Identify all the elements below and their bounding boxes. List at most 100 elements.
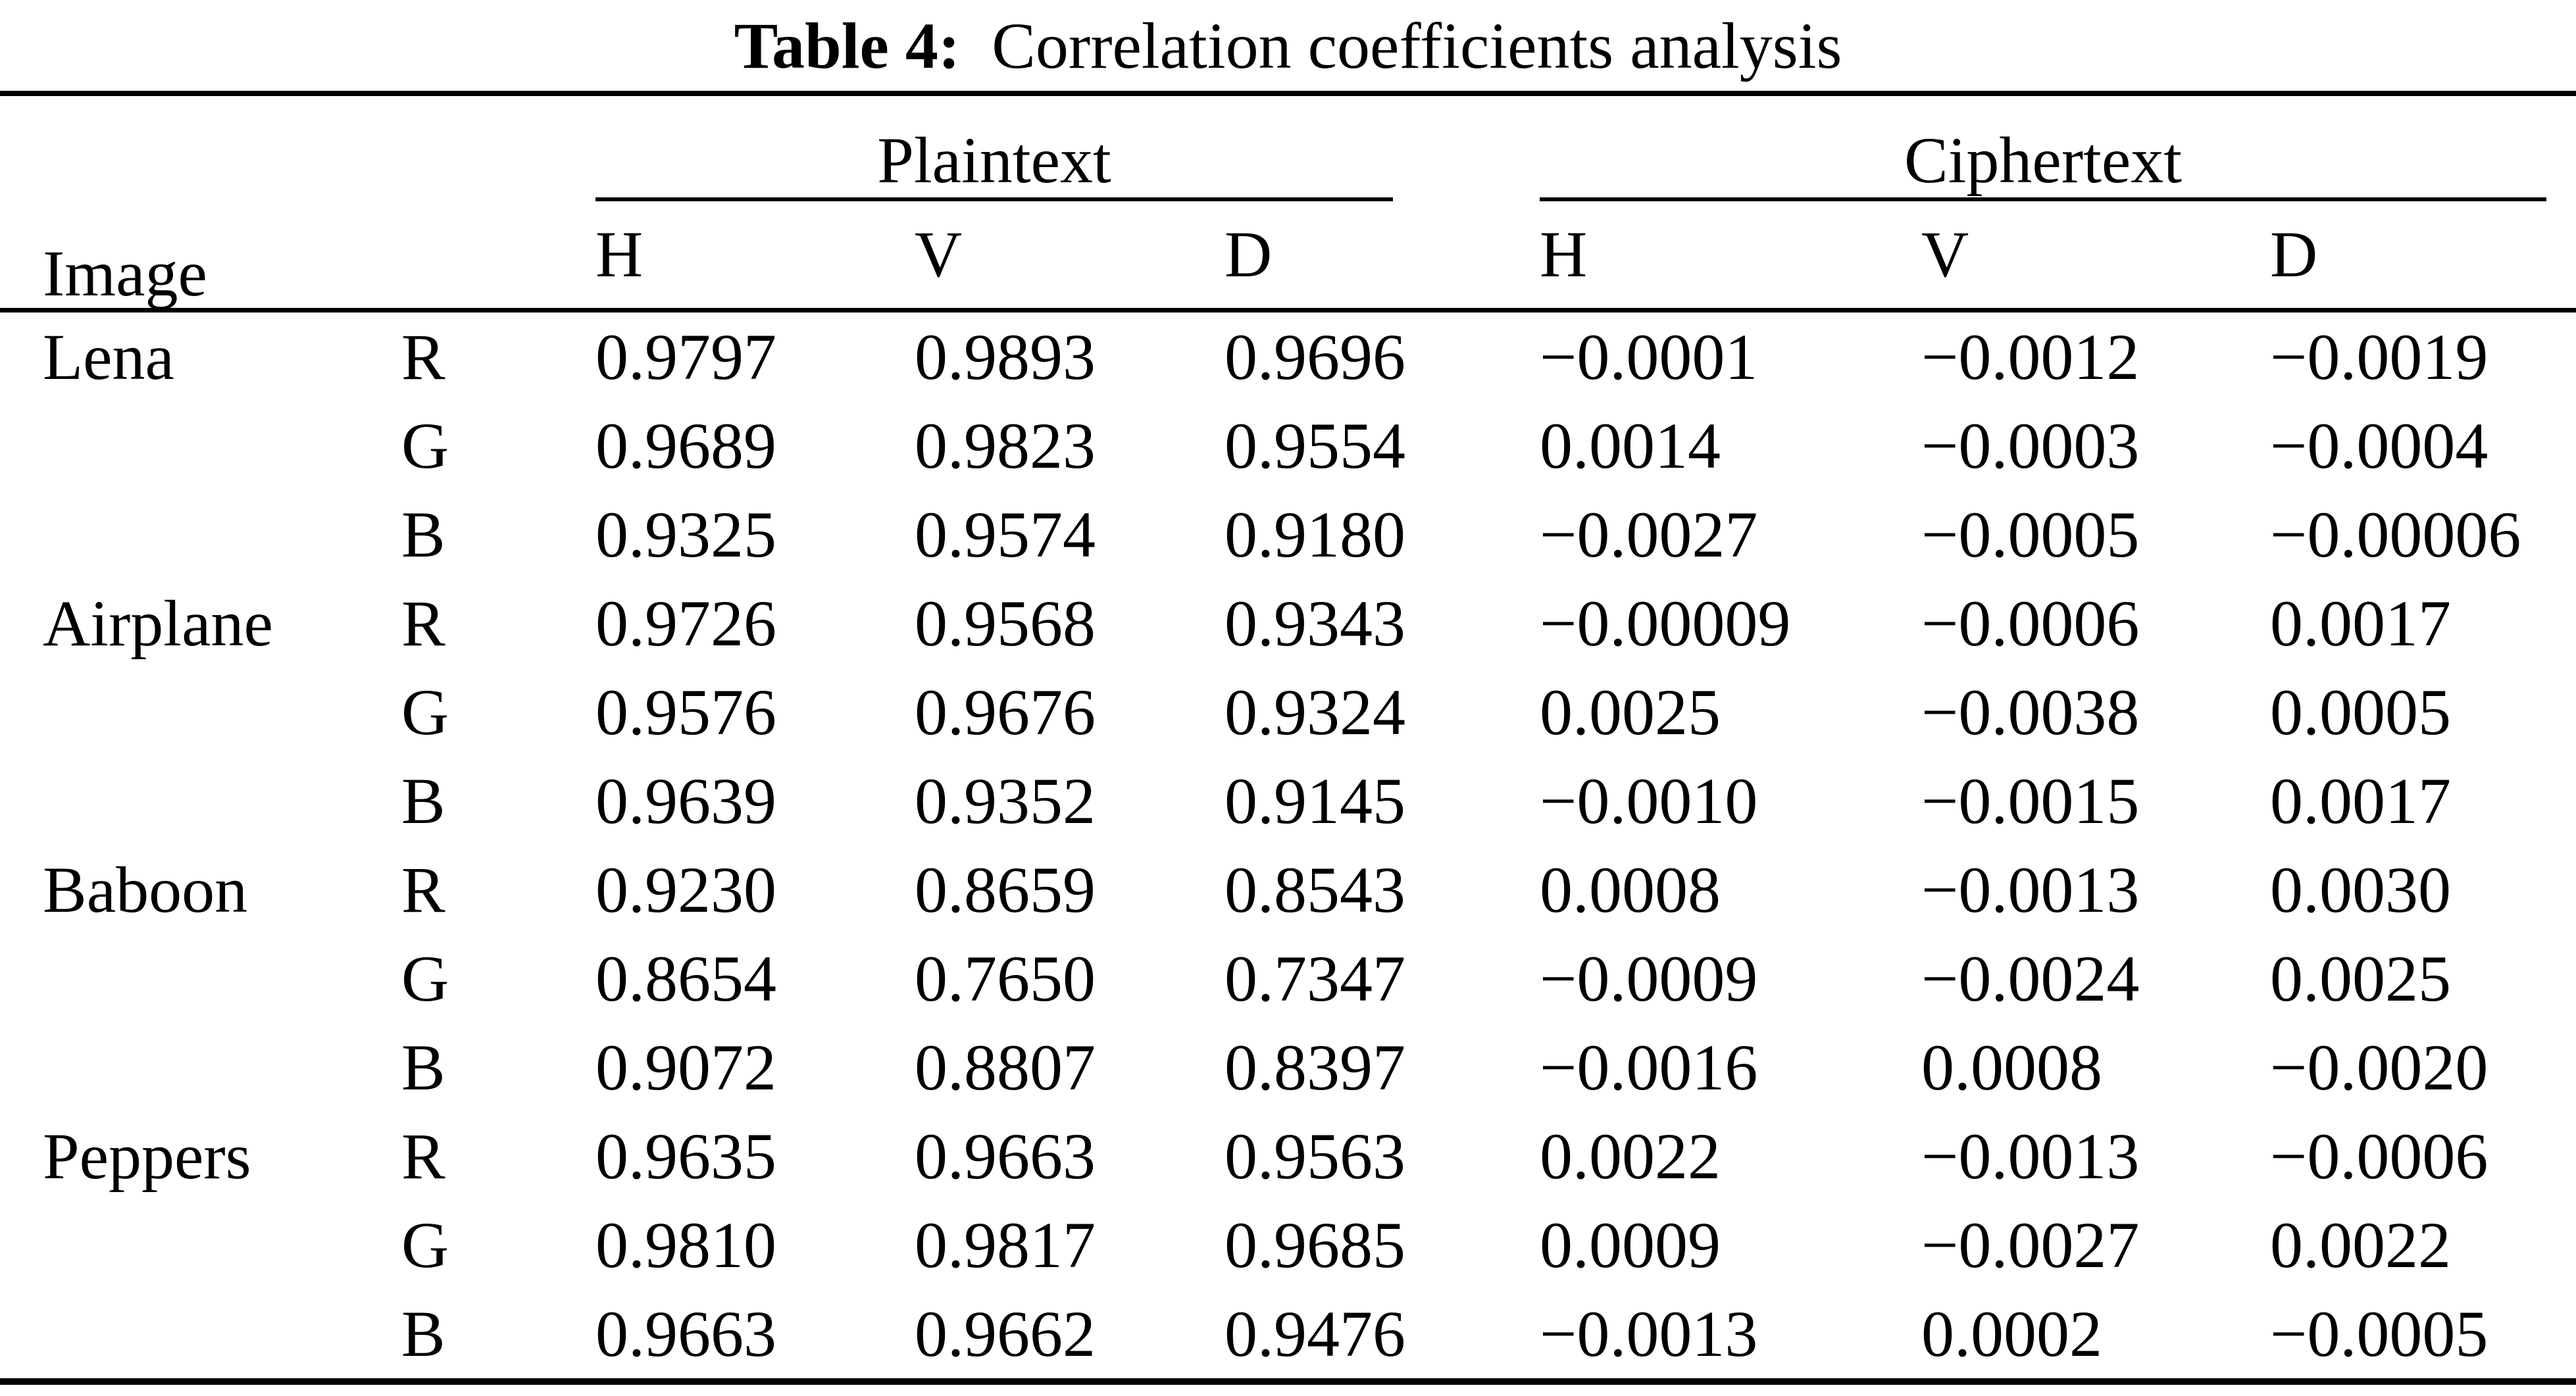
- column-header-plaintext-d: D: [1225, 201, 1540, 312]
- table-row: G 0.9576 0.9676 0.9324 0.0025 −0.0038 0.…: [0, 668, 2576, 757]
- row-image-label: [0, 1289, 401, 1382]
- cell-value: 0.0025: [2270, 942, 2452, 1015]
- cell-value: −0.0019: [2270, 320, 2488, 393]
- table-row: B 0.9072 0.8807 0.8397 −0.0016 0.0008 −0…: [0, 1023, 2576, 1112]
- cell-value: 0.9685: [1225, 1209, 1406, 1282]
- cell-value: 0.0025: [1540, 676, 1721, 749]
- cell-value: 0.9817: [915, 1209, 1096, 1282]
- row-image-label: [0, 757, 401, 845]
- column-group-ciphertext: Ciphertext: [1540, 93, 2576, 201]
- cell-value: −0.0016: [1540, 1031, 1758, 1104]
- cell-value: −0.0005: [1921, 498, 2140, 571]
- cell-value: 0.9662: [915, 1297, 1096, 1370]
- cell-value: −0.0004: [2270, 409, 2488, 482]
- cell-value: 0.9554: [1225, 409, 1406, 482]
- row-channel-label: R: [401, 1120, 445, 1193]
- cell-value: −0.0001: [1540, 320, 1758, 393]
- cell-value: 0.7347: [1225, 942, 1406, 1015]
- cell-value: 0.9726: [595, 587, 777, 660]
- cell-value: 0.9576: [595, 676, 777, 749]
- cell-value: −0.0015: [1921, 764, 2140, 837]
- cell-value: −0.00009: [1540, 587, 1791, 660]
- cell-value: 0.7650: [915, 942, 1096, 1015]
- row-image-label: [0, 668, 401, 757]
- row-channel-label: R: [401, 320, 445, 393]
- row-image-label: Airplane: [43, 587, 273, 660]
- cell-value: 0.9639: [595, 764, 777, 837]
- cell-value: −0.0020: [2270, 1031, 2488, 1104]
- cell-value: −0.00006: [2270, 498, 2521, 571]
- cell-value: −0.0024: [1921, 942, 2140, 1015]
- plaintext-group-label: Plaintext: [595, 126, 1394, 201]
- table-row: G 0.8654 0.7650 0.7347 −0.0009 −0.0024 0…: [0, 934, 2576, 1023]
- cell-value: 0.9689: [595, 409, 777, 482]
- table-row: Airplane R 0.9726 0.9568 0.9343 −0.00009…: [0, 579, 2576, 668]
- row-channel-label: R: [401, 853, 445, 926]
- cell-value: 0.9324: [1225, 676, 1406, 749]
- column-header-plaintext-h: H: [595, 201, 915, 312]
- column-header-ciphertext-d: D: [2270, 201, 2576, 312]
- table-row: G 0.9810 0.9817 0.9685 0.0009 −0.0027 0.…: [0, 1201, 2576, 1289]
- cell-value: 0.9810: [595, 1209, 777, 1282]
- cell-value: 0.9676: [915, 676, 1096, 749]
- cell-value: 0.8654: [595, 942, 777, 1015]
- cell-value: 0.0017: [2270, 587, 2452, 660]
- cell-value: −0.0012: [1921, 320, 2140, 393]
- cell-value: −0.0006: [2270, 1120, 2488, 1193]
- cell-value: 0.9180: [1225, 498, 1406, 571]
- cell-value: 0.0014: [1540, 409, 1721, 482]
- cell-value: −0.0006: [1921, 587, 2140, 660]
- row-image-label: Peppers: [43, 1120, 251, 1193]
- row-channel-label: B: [401, 1031, 445, 1104]
- cell-value: 0.9145: [1225, 764, 1406, 837]
- cell-value: −0.0010: [1540, 764, 1758, 837]
- table-row: Lena R 0.9797 0.9893 0.9696 −0.0001 −0.0…: [0, 311, 2576, 402]
- cell-value: 0.0008: [1921, 1031, 2103, 1104]
- cell-value: 0.0009: [1540, 1209, 1721, 1282]
- cell-value: 0.0017: [2270, 764, 2452, 837]
- table-caption-text: Correlation coefficients analysis: [992, 9, 1842, 82]
- table-row: Peppers R 0.9635 0.9663 0.9563 0.0022 −0…: [0, 1112, 2576, 1201]
- cell-value: −0.0013: [1921, 1120, 2140, 1193]
- cell-value: 0.9476: [1225, 1297, 1406, 1370]
- row-image-label: Lena: [43, 320, 174, 393]
- cell-value: 0.0002: [1921, 1297, 2103, 1370]
- row-channel-label: B: [401, 764, 445, 837]
- cell-value: 0.9893: [915, 320, 1096, 393]
- row-image-label: [0, 1023, 401, 1112]
- column-header-image: Image: [0, 93, 596, 312]
- row-channel-label: R: [401, 587, 445, 660]
- cell-value: −0.0013: [1540, 1297, 1758, 1370]
- cell-value: 0.9663: [595, 1297, 777, 1370]
- row-channel-label: G: [401, 942, 449, 1015]
- cell-value: 0.9663: [915, 1120, 1096, 1193]
- cell-value: 0.9635: [595, 1120, 777, 1193]
- cell-value: −0.0027: [1921, 1209, 2140, 1282]
- ciphertext-group-label: Ciphertext: [1540, 126, 2547, 201]
- cell-value: 0.9568: [915, 587, 1096, 660]
- header-group-row: Image Plaintext Ciphertext: [0, 93, 2576, 312]
- cell-value: 0.9574: [915, 498, 1096, 571]
- table-row: G 0.9689 0.9823 0.9554 0.0014 −0.0003 −0…: [0, 401, 2576, 490]
- cell-value: 0.9072: [595, 1031, 777, 1104]
- table-row: B 0.9663 0.9662 0.9476 −0.0013 0.0002 −0…: [0, 1289, 2576, 1382]
- cell-value: 0.0008: [1540, 853, 1721, 926]
- table-body: Lena R 0.9797 0.9893 0.9696 −0.0001 −0.0…: [0, 311, 2576, 1382]
- header-sub-row: H V D H V D: [0, 201, 2576, 312]
- cell-value: −0.0013: [1921, 853, 2140, 926]
- table-caption-label: Table 4:: [734, 9, 961, 82]
- cell-value: 0.0030: [2270, 853, 2452, 926]
- row-image-label: Baboon: [43, 853, 248, 926]
- table-row: B 0.9325 0.9574 0.9180 −0.0027 −0.0005 −…: [0, 490, 2576, 579]
- cell-value: 0.0005: [2270, 676, 2452, 749]
- cell-value: 0.9696: [1225, 320, 1406, 393]
- cell-value: 0.9343: [1225, 587, 1406, 660]
- cell-value: −0.0038: [1921, 676, 2140, 749]
- cell-value: 0.8543: [1225, 853, 1406, 926]
- cell-value: −0.0005: [2270, 1297, 2488, 1370]
- cell-value: −0.0009: [1540, 942, 1758, 1015]
- table-header: Image Plaintext Ciphertext H V D H V D: [0, 93, 2576, 312]
- row-image-label: [0, 490, 401, 579]
- column-group-plaintext: Plaintext: [595, 93, 1540, 201]
